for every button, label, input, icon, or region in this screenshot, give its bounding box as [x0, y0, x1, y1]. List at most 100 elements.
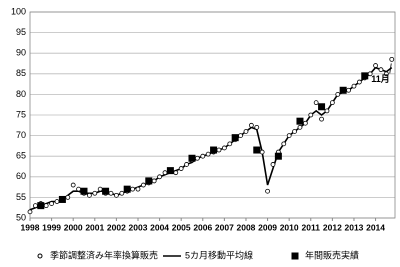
x-tick-label: 2001	[85, 222, 104, 232]
monthly-point	[286, 133, 292, 139]
monthly-point	[346, 87, 351, 93]
monthly-point	[65, 194, 71, 200]
x-tick-label: 2006	[193, 222, 212, 232]
monthly-point	[335, 92, 341, 97]
monthly-point	[281, 141, 287, 147]
x-tick-label: 2007	[215, 222, 234, 232]
x-tick-label: 1998	[21, 222, 40, 232]
annual-square	[361, 72, 369, 80]
x-tick-label: 2002	[107, 222, 126, 232]
monthly-point	[292, 129, 297, 134]
monthly-point	[194, 155, 200, 161]
monthly-point	[54, 199, 60, 204]
monthly-point	[356, 79, 362, 85]
y-tick-label: 70	[16, 130, 26, 140]
monthly-point	[308, 112, 314, 118]
y-tick-label: 75	[16, 109, 26, 119]
annual-square	[102, 187, 110, 195]
annual-square	[58, 195, 66, 203]
y-tick-label: 50	[16, 212, 26, 222]
monthly-point	[238, 133, 243, 139]
monthly-point	[378, 67, 384, 73]
x-tick-label: 2013	[345, 222, 364, 232]
y-tick-label: 95	[16, 27, 26, 37]
x-tick-label: 2011	[302, 222, 321, 232]
x-tick-label: 1999	[42, 222, 61, 232]
y-tick-label: 55	[16, 192, 26, 202]
annual-square	[145, 177, 153, 185]
y-tick-label: 60	[16, 171, 26, 181]
monthly-point	[227, 141, 233, 147]
monthly-point	[162, 170, 168, 176]
monthly-point	[49, 201, 54, 206]
monthly-point	[221, 145, 227, 151]
monthly-point	[205, 151, 211, 157]
monthly-point	[329, 100, 335, 106]
monthly-point	[70, 182, 76, 188]
legend-marker	[291, 252, 299, 260]
annual-square	[166, 167, 174, 175]
monthly-point	[259, 149, 265, 155]
monthly-point	[302, 120, 308, 126]
monthly-point	[151, 178, 157, 184]
monthly-point	[216, 147, 222, 153]
annual-square	[339, 86, 347, 94]
y-tick-label: 65	[16, 151, 26, 161]
monthly-point	[313, 100, 319, 106]
monthly-point	[324, 108, 330, 114]
monthly-point	[32, 203, 38, 209]
annual-square	[80, 187, 88, 195]
y-tick-label: 90	[16, 48, 26, 58]
monthly-point	[373, 63, 378, 68]
annual-square	[231, 134, 239, 142]
legend-marker	[37, 253, 43, 259]
x-tick-label: 2009	[258, 222, 277, 232]
monthly-point	[86, 192, 92, 198]
monthly-point	[113, 192, 119, 198]
annual-square	[296, 117, 304, 125]
monthly-point	[157, 174, 162, 180]
annual-square	[210, 146, 218, 154]
monthly-point	[119, 190, 125, 196]
annotation: 11月	[371, 74, 390, 84]
monthly-point	[140, 182, 146, 188]
monthly-point	[265, 188, 270, 194]
legend-label: 5カ月移動平均線	[185, 249, 253, 260]
legend-label: 季節調整済み年率換算販売	[50, 249, 158, 260]
legend-label: 年間販売実績	[305, 249, 359, 260]
monthly-point	[108, 190, 114, 196]
monthly-point	[43, 203, 49, 209]
monthly-point	[319, 116, 324, 122]
monthly-point	[297, 124, 303, 130]
y-tick-label: 100	[11, 6, 26, 16]
x-tick-label: 2014	[366, 222, 385, 232]
x-tick-label: 2004	[150, 222, 169, 232]
monthly-point	[92, 190, 98, 196]
monthly-point	[389, 56, 395, 62]
monthly-point	[243, 129, 249, 134]
monthly-point	[173, 170, 179, 176]
y-tick-label: 85	[16, 68, 26, 78]
x-tick-label: 2003	[129, 222, 148, 232]
monthly-point	[76, 186, 81, 192]
monthly-point	[248, 122, 254, 128]
monthly-point	[27, 209, 33, 215]
annotation-arrow	[389, 63, 392, 74]
annual-square	[318, 103, 326, 111]
annual-square	[188, 154, 196, 162]
monthly-point	[130, 186, 135, 192]
x-tick-label: 2010	[280, 222, 299, 232]
x-tick-label: 2005	[172, 222, 191, 232]
monthly-point	[97, 186, 103, 192]
monthly-point	[184, 162, 189, 167]
monthly-point	[270, 162, 276, 167]
monthly-point	[383, 71, 389, 77]
annual-square	[274, 152, 282, 160]
x-tick-label: 2012	[323, 222, 342, 232]
annual-square	[253, 146, 261, 154]
monthly-point	[200, 153, 206, 159]
x-tick-label: 2000	[64, 222, 83, 232]
monthly-point	[254, 124, 260, 130]
annual-square	[37, 202, 45, 210]
